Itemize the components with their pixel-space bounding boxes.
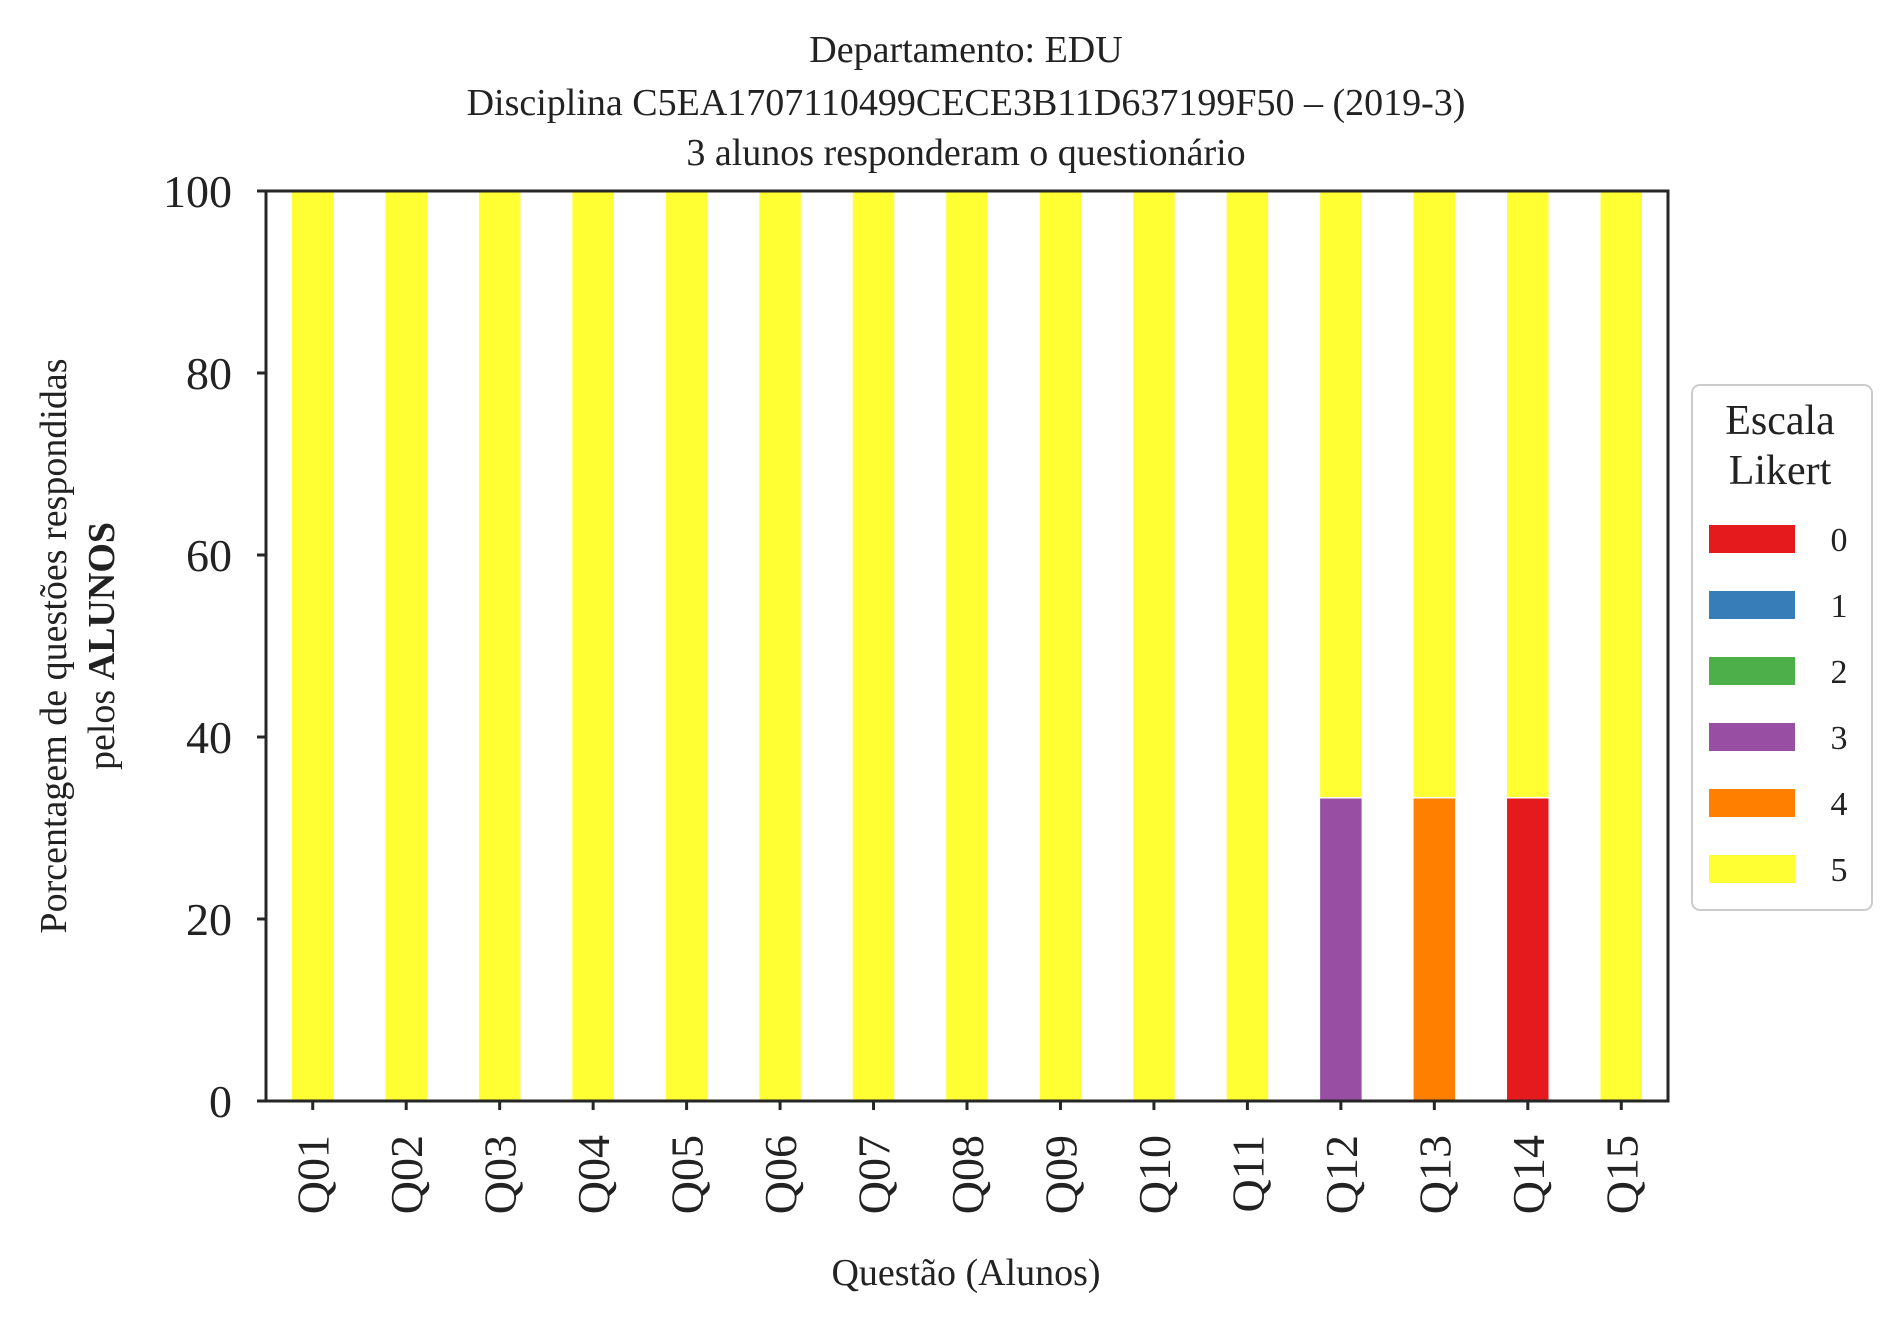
bar-segment-q11-likert-5 — [1225, 190, 1270, 1102]
legend-label-4: 4 — [1831, 786, 1848, 823]
bar-segment-q14-likert-0 — [1505, 796, 1551, 1102]
y-tick-label: 60 — [186, 530, 232, 581]
x-tick-label-q13: Q13 — [1409, 1135, 1460, 1214]
y-tick-label: 20 — [186, 894, 232, 945]
y-tick-label: 40 — [186, 712, 232, 763]
chart-title-line-3: 3 alunos responderam o questionário — [686, 132, 1245, 174]
plot-frame — [264, 189, 1670, 1103]
y-tick-label: 0 — [209, 1076, 232, 1127]
legend-label-1: 1 — [1831, 588, 1848, 625]
x-tick-label-q14: Q14 — [1503, 1135, 1554, 1214]
x-tick-label-q12: Q12 — [1316, 1135, 1367, 1214]
x-tick-label-q04: Q04 — [568, 1135, 619, 1214]
x-tick-label-q10: Q10 — [1129, 1135, 1180, 1214]
bar-segment-q03-likert-5 — [477, 190, 522, 1102]
legend-frame — [1691, 384, 1873, 911]
bar-segment-q08-likert-5 — [944, 190, 990, 1102]
bar-segment-q05-likert-5 — [664, 190, 709, 1102]
bar-segment-q15-likert-5 — [1599, 190, 1644, 1102]
x-tick-label-q03: Q03 — [475, 1135, 526, 1214]
legend-label-3: 3 — [1831, 720, 1848, 757]
bar-segment-q12-likert-5 — [1318, 190, 1364, 799]
legend-items: 0 1 2 3 4 5 — [1709, 522, 1848, 889]
x-tick-label-q07: Q07 — [849, 1135, 900, 1214]
legend-swatch-4 — [1709, 789, 1795, 817]
bar-segment-q09-likert-5 — [1038, 190, 1083, 1102]
bars-layer — [290, 190, 1644, 1102]
bar-segment-q10-likert-5 — [1131, 190, 1177, 1102]
x-tick-label-q02: Q02 — [381, 1135, 432, 1214]
bar-segment-q14-likert-5 — [1505, 190, 1551, 799]
legend-label-5: 5 — [1831, 852, 1848, 889]
x-tick-label-q08: Q08 — [942, 1135, 993, 1214]
x-tick-label-q05: Q05 — [662, 1135, 713, 1214]
legend-swatch-5 — [1709, 855, 1795, 883]
bar-segment-q12-likert-3 — [1318, 796, 1364, 1102]
chart-title-line-1: Departamento: EDU — [809, 29, 1122, 71]
y-tick-label: 100 — [163, 166, 232, 217]
bar-segment-q07-likert-5 — [851, 190, 896, 1102]
legend-swatch-0 — [1709, 525, 1795, 553]
bar-segment-q13-likert-4 — [1412, 796, 1457, 1102]
legend-swatch-3 — [1709, 723, 1795, 751]
bar-segment-q06-likert-5 — [757, 190, 803, 1102]
bar-segment-q02-likert-5 — [383, 190, 429, 1102]
x-tick-label-q09: Q09 — [1035, 1135, 1086, 1214]
x-tick-label-q11: Q11 — [1222, 1135, 1273, 1213]
legend-swatch-2 — [1709, 657, 1795, 685]
y-axis-label-line-2: pelos ALUNOS — [81, 522, 123, 770]
x-tick-label-q15: Q15 — [1596, 1135, 1647, 1214]
x-axis: Q01 Q02 Q03 Q04 Q05 Q06 Q07 Q08 Q09 Q10 Q11 Q12 Q13 Q… — [288, 1101, 1647, 1214]
legend-swatch-1 — [1709, 591, 1795, 619]
legend: Escala Likert 0 1 2 3 4 5 — [1691, 384, 1873, 911]
bar-segment-q04-likert-5 — [570, 190, 616, 1102]
legend-label-0: 0 — [1831, 522, 1848, 559]
y-axis-label: Porcentagem de questões respondidas pelo… — [33, 358, 123, 933]
legend-label-2: 2 — [1831, 654, 1848, 691]
legend-title-line-1: Escala — [1725, 398, 1835, 444]
chart-title-line-2: Disciplina C5EA1707110499CECE3B11D637199… — [467, 82, 1466, 124]
y-axis-label-prefix: pelos — [81, 680, 123, 770]
x-tick-label-q01: Q01 — [288, 1135, 339, 1214]
y-axis-label-line-1: Porcentagem de questões respondidas — [33, 358, 75, 933]
y-tick-label: 80 — [186, 348, 232, 399]
y-axis-label-bold: ALUNOS — [81, 522, 123, 680]
x-axis-label: Questão (Alunos) — [831, 1252, 1100, 1294]
bar-segment-q13-likert-5 — [1412, 190, 1457, 799]
y-axis: 0 20 40 60 80 100 — [163, 166, 266, 1127]
bar-segment-q01-likert-5 — [290, 190, 335, 1102]
x-tick-label-q06: Q06 — [755, 1135, 806, 1214]
legend-title-line-2: Likert — [1729, 448, 1832, 494]
chart-title: Departamento: EDU Disciplina C5EA1707110… — [467, 29, 1466, 174]
